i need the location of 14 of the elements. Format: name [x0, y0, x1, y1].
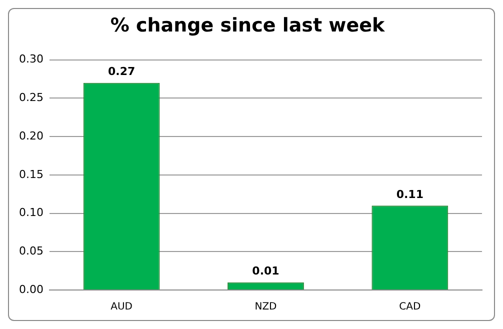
y-tick-label: 0.00 — [18, 282, 44, 296]
chart-title: % change since last week — [110, 14, 386, 36]
y-tick-label: 0.25 — [18, 91, 44, 104]
data-label: 0.27 — [108, 65, 136, 78]
data-label: 0.11 — [396, 188, 424, 201]
y-tick-label: 0.15 — [18, 168, 44, 181]
x-tick-label: AUD — [110, 302, 133, 313]
data-label: 0.01 — [252, 264, 280, 278]
x-tick-label: NZD — [254, 302, 278, 313]
y-tick-label: 0.20 — [18, 129, 44, 142]
x-tick-label: CAD — [399, 302, 421, 313]
y-tick-label: 0.10 — [18, 206, 44, 220]
y-tick-label: 0.30 — [18, 52, 44, 66]
y-tick-label: 0.05 — [18, 244, 44, 258]
